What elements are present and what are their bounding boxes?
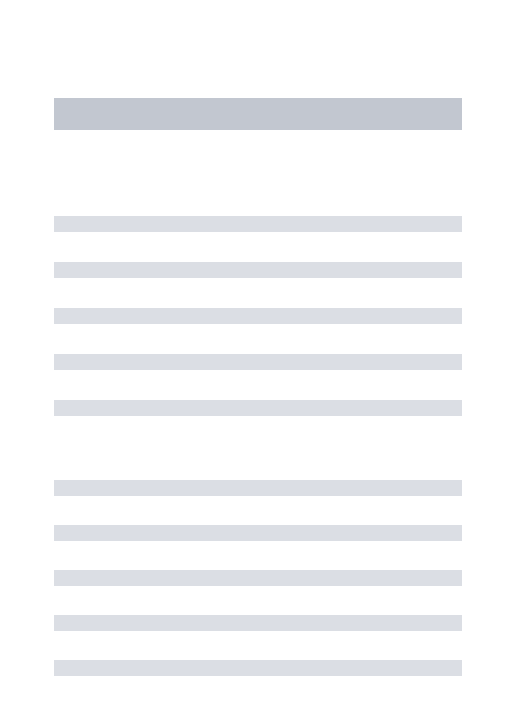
placeholder-group-1 bbox=[54, 216, 462, 416]
placeholder-line bbox=[54, 660, 462, 676]
skeleton-loader bbox=[0, 0, 516, 676]
placeholder-line bbox=[54, 216, 462, 232]
placeholder-line bbox=[54, 525, 462, 541]
placeholder-line bbox=[54, 570, 462, 586]
placeholder-group-2 bbox=[54, 480, 462, 676]
placeholder-line bbox=[54, 480, 462, 496]
placeholder-line bbox=[54, 262, 462, 278]
placeholder-line bbox=[54, 354, 462, 370]
placeholder-line bbox=[54, 400, 462, 416]
placeholder-line bbox=[54, 308, 462, 324]
placeholder-line bbox=[54, 615, 462, 631]
header-placeholder bbox=[54, 98, 462, 130]
